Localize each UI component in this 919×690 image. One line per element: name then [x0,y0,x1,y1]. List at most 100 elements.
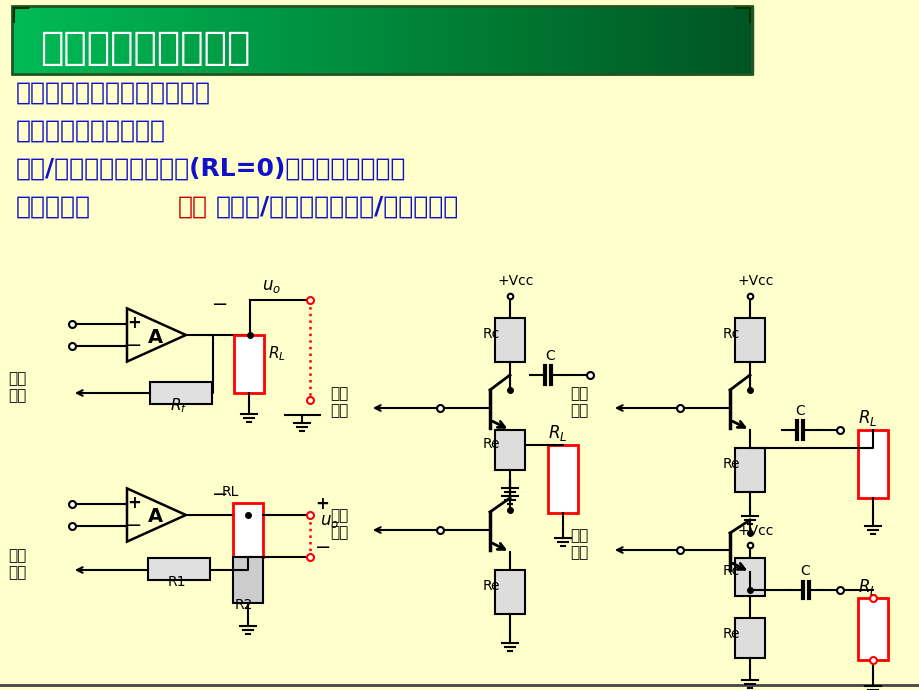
Bar [301,6,309,74]
Bar [857,598,887,660]
Bar [548,6,555,74]
Bar [351,6,357,74]
Bar [604,6,610,74]
Bar [394,6,401,74]
Bar [345,6,352,74]
Bar [671,6,678,74]
Text: Re: Re [482,579,500,593]
Bar [536,6,543,74]
Text: C: C [800,564,809,578]
Bar [148,558,210,580]
Bar [271,6,278,74]
Bar [142,6,149,74]
Bar [573,6,580,74]
Bar [18,6,26,74]
Bar [376,6,382,74]
Text: −: − [211,295,228,314]
Text: 电流: 电流 [570,386,587,401]
Text: $R_L$: $R_L$ [857,408,877,428]
Bar [129,6,136,74]
Bar [494,430,525,470]
Bar [622,6,629,74]
Text: Re: Re [482,437,500,451]
Bar [228,6,234,74]
Bar [12,6,751,74]
Bar [333,6,339,74]
Text: Rc: Rc [482,327,500,341]
Bar [732,6,740,74]
Text: +Vcc: +Vcc [497,274,534,288]
Bar [178,6,186,74]
Bar [641,6,648,74]
Bar [283,6,290,74]
Bar [541,6,549,74]
Bar [308,6,315,74]
Bar [431,6,438,74]
Text: 电流: 电流 [330,508,348,523]
Bar [561,6,567,74]
Bar [443,6,450,74]
Bar [265,6,272,74]
Text: C: C [544,349,554,363]
Bar [320,6,327,74]
Bar [714,6,721,74]
Bar [55,6,62,74]
Bar [215,6,222,74]
Bar [665,6,672,74]
Text: −: − [126,336,142,355]
Bar [43,6,50,74]
Bar [24,6,31,74]
Bar [233,335,264,393]
Text: 反馈: 反馈 [330,403,348,418]
Bar [233,503,263,557]
Text: +Vcc: +Vcc [737,274,774,288]
Bar [597,6,605,74]
Bar [338,6,346,74]
Bar [523,6,530,74]
Bar [172,6,179,74]
Bar [289,6,296,74]
Bar [474,6,482,74]
Bar [659,6,666,74]
Bar [677,6,685,74]
Bar [49,6,56,74]
Bar [486,6,494,74]
Text: −: − [211,485,228,504]
Bar [357,6,364,74]
Bar [696,6,703,74]
Bar [413,6,420,74]
Bar [98,6,106,74]
Bar [437,6,444,74]
Text: $u_o$: $u_o$ [262,277,281,295]
Text: （电压/电流取样，串联/并联反馈）: （电压/电流取样，串联/并联反馈） [216,195,459,219]
Bar [449,6,457,74]
Bar [153,6,161,74]
Text: Rc: Rc [722,564,740,578]
Bar [646,6,653,74]
Bar [425,6,432,74]
Bar [548,445,577,513]
Bar [117,6,124,74]
Text: $R_L$: $R_L$ [857,577,877,597]
Bar [123,6,130,74]
Bar [221,6,229,74]
Bar [233,557,263,603]
Text: 反馈极性：瞬时极性法: 反馈极性：瞬时极性法 [16,119,165,143]
Bar [190,6,198,74]
Text: 反馈: 反馈 [8,388,27,403]
Bar [616,6,623,74]
Bar [92,6,99,74]
Bar [258,6,266,74]
Bar [110,6,118,74]
Bar [517,6,524,74]
Bar [708,6,715,74]
Text: 电压: 电压 [570,528,587,543]
Text: Re: Re [722,627,740,641]
Bar [579,6,586,74]
Text: $R_L$: $R_L$ [548,423,567,443]
Bar [529,6,537,74]
Bar [609,6,617,74]
Bar [62,6,68,74]
Text: A: A [148,508,163,526]
Bar [480,6,487,74]
